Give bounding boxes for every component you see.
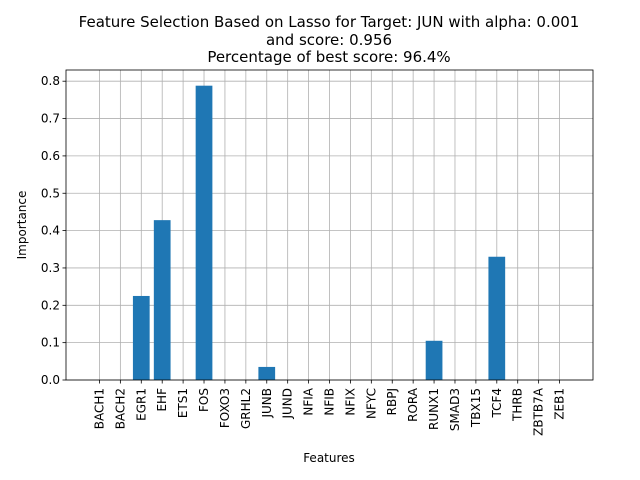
y-tick-label: 0.8 xyxy=(41,74,60,88)
bar-ehf xyxy=(153,220,171,380)
bar-runx1 xyxy=(425,340,443,380)
x-tick-label-fos: FOS xyxy=(197,388,211,412)
x-tick-label-nfyc: NFYC xyxy=(364,388,378,419)
y-tick-label: 0.2 xyxy=(41,298,60,312)
y-tick-label: 0.3 xyxy=(41,261,60,275)
y-tick-label: 0.0 xyxy=(41,373,60,387)
y-tick-label: 0.1 xyxy=(41,336,60,350)
x-tick-label-rora: RORA xyxy=(406,387,420,422)
x-tick-label-tcf4: TCF4 xyxy=(490,388,504,419)
x-tick-label-jund: JUND xyxy=(281,388,295,420)
x-tick-label-rbpj: RBPJ xyxy=(385,388,399,415)
x-tick-label-bach1: BACH1 xyxy=(92,388,106,429)
x-tick-label-zbtb7a: ZBTB7A xyxy=(532,387,546,436)
x-tick-label-runx1: RUNX1 xyxy=(427,388,441,430)
x-tick-label-nfix: NFIX xyxy=(343,388,357,416)
y-tick-label: 0.5 xyxy=(41,186,60,200)
y-tick-label: 0.7 xyxy=(41,112,60,126)
x-tick-label-junb: JUNB xyxy=(260,388,274,419)
x-tick-label-ehf: EHF xyxy=(155,388,169,412)
chart-title: Feature Selection Based on Lasso for Tar… xyxy=(79,13,580,66)
x-axis-label: Features xyxy=(303,451,355,465)
chart-title-line-1: Feature Selection Based on Lasso for Tar… xyxy=(79,13,580,31)
y-axis-ticks: 0.0 0.1 0.2 0.3 0.4 0.5 0.6 0.7 0.8 xyxy=(41,74,66,387)
x-tick-label-egr1: EGR1 xyxy=(134,388,148,421)
x-tick-label-foxo3: FOXO3 xyxy=(218,388,232,428)
x-tick-label-thrb: THRB xyxy=(511,388,525,422)
chart-title-line-2: and score: 0.956 xyxy=(266,31,392,49)
y-axis-label: Importance xyxy=(15,191,29,260)
x-tick-label-tbx15: TBX15 xyxy=(469,388,483,428)
bar-fos xyxy=(195,85,213,381)
chart-title-line-3: Percentage of best score: 96.4% xyxy=(207,48,450,66)
x-tick-label-ets1: ETS1 xyxy=(176,388,190,418)
bar-egr1 xyxy=(132,295,150,380)
y-tick-label: 0.6 xyxy=(41,149,60,163)
x-tick-label-grhl2: GRHL2 xyxy=(239,388,253,429)
bar-tcf4 xyxy=(488,256,506,380)
y-tick-label: 0.4 xyxy=(41,224,60,238)
x-tick-label-nfia: NFIA xyxy=(302,387,316,415)
x-tick-label-smad3: SMAD3 xyxy=(448,388,462,431)
x-tick-label-nfib: NFIB xyxy=(323,388,337,416)
x-axis-ticks: BACH1 BACH2 EGR1 EHF ETS1 FOS FOXO3 GRHL2 JUNB JU… xyxy=(92,380,567,436)
x-tick-label-bach2: BACH2 xyxy=(113,388,127,429)
bar-layer xyxy=(132,85,506,381)
x-tick-label-zeb1: ZEB1 xyxy=(553,388,567,420)
bar-junb xyxy=(258,366,276,380)
